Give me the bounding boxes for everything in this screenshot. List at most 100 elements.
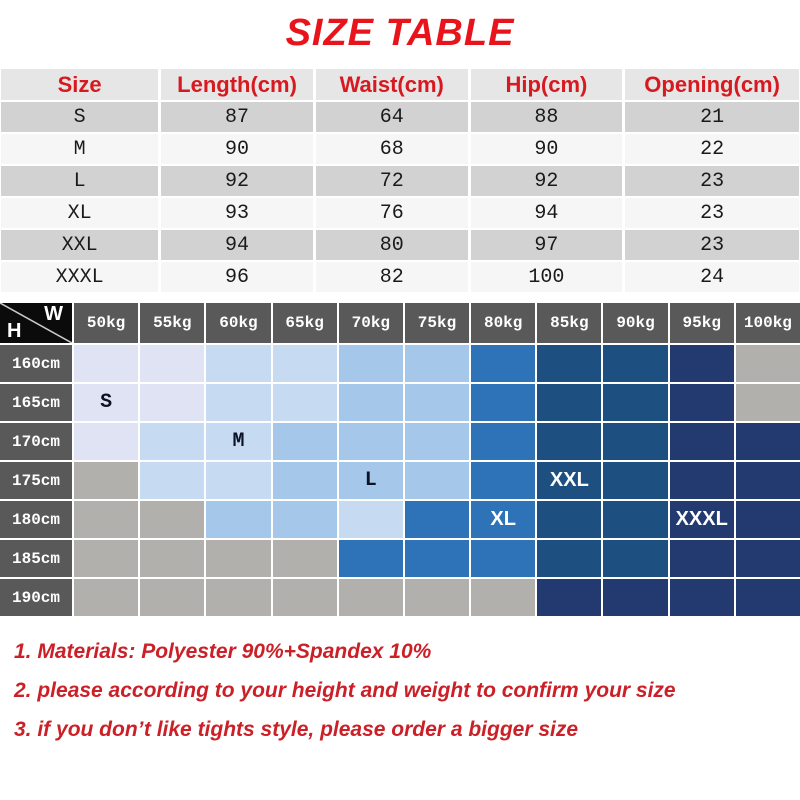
height-header-cell: 165cm [0,384,72,421]
chart-size-label-cell: L [338,462,403,499]
weight-header-cell: 50kg [74,303,139,343]
chart-cell [338,384,403,421]
chart-cell [206,345,271,382]
chart-cell [735,540,800,577]
height-header-cell: 170cm [0,423,72,460]
chart-size-label-cell: XL [471,501,536,538]
weight-axis-label: W [44,303,63,325]
size-table-cell: 97 [470,230,623,260]
chart-cell [272,462,337,499]
chart-cell [669,384,734,421]
size-table-cell: 68 [315,134,468,164]
size-table-row: XXXL 96 82 100 24 [1,262,799,292]
size-table-cell: 23 [625,198,799,228]
chart-cell [272,345,337,382]
chart-cell [272,501,337,538]
chart-cell [404,345,470,382]
chart-cell [140,345,205,382]
chart-cell [603,501,668,538]
chart-cell [140,462,205,499]
chart-cell [537,540,602,577]
chart-cell [74,579,139,616]
size-column-header: Waist(cm) [315,69,468,100]
size-table-cell: 94 [161,230,313,260]
chart-cell [272,540,337,577]
size-column-header: Length(cm) [161,69,313,100]
chart-cell [471,462,536,499]
chart-cell [669,423,734,460]
chart-cell [404,540,470,577]
chart-cell [471,540,536,577]
chart-cell [603,540,668,577]
size-table-cell: 96 [161,262,313,292]
size-table-cell: 92 [161,166,313,196]
chart-cell [471,423,536,460]
height-header-cell: 180cm [0,501,72,538]
chart-cell [669,579,734,616]
chart-cell [206,462,271,499]
chart-cell [74,345,139,382]
chart-cell [140,540,205,577]
size-table-cell: 82 [315,262,468,292]
chart-cell [338,345,403,382]
size-table-cell: 87 [161,102,313,132]
size-table-cell: L [1,166,159,196]
chart-cell [206,540,271,577]
chart-cell [735,579,800,616]
chart-cell [537,579,602,616]
chart-cell [471,579,536,616]
chart-size-label-cell: S [74,384,139,421]
weight-header-cell: 60kg [206,303,271,343]
weight-header-cell: 80kg [471,303,536,343]
chart-cell [140,384,205,421]
chart-cell [735,462,800,499]
chart-cell [669,345,734,382]
chart-cell [74,540,139,577]
height-header-cell: 190cm [0,579,72,616]
chart-cell [669,540,734,577]
chart-size-label-cell: XXXL [669,501,734,538]
chart-cell [537,423,602,460]
size-table-row: L 92 72 92 23 [1,166,799,196]
weight-header-cell: 55kg [140,303,205,343]
chart-cell [669,462,734,499]
weight-header-cell: 90kg [603,303,668,343]
size-table-cell: 90 [161,134,313,164]
chart-cell [603,579,668,616]
chart-size-label-cell: M [206,423,271,460]
chart-cell [338,423,403,460]
size-table-cell: XXXL [1,262,159,292]
chart-cell [272,579,337,616]
size-table-cell: 80 [315,230,468,260]
size-table-cell: 93 [161,198,313,228]
size-table-cell: XXL [1,230,159,260]
height-header-cell: 160cm [0,345,72,382]
weight-header-cell: 85kg [537,303,602,343]
chart-cell [603,462,668,499]
size-column-header: Hip(cm) [470,69,623,100]
note-line: 2. please according to your height and w… [14,679,676,702]
size-table-cell: 90 [470,134,623,164]
chart-cell [404,579,470,616]
weight-header-cell: 70kg [338,303,403,343]
chart-cell [74,462,139,499]
chart-cell [735,384,800,421]
chart-cell [735,345,800,382]
chart-cell [140,423,205,460]
size-table-cell: 88 [470,102,623,132]
size-table-row: M 90 68 90 22 [1,134,799,164]
notes: 1. Materials: Polyester 90%+Spandex 10% 2… [14,640,800,742]
size-table-cell: 72 [315,166,468,196]
chart-cell [735,501,800,538]
size-column-header: Opening(cm) [625,69,799,100]
weight-header-cell: 95kg [669,303,734,343]
chart-cell [603,423,668,460]
chart-size-label-cell: XXL [537,462,602,499]
size-table-cell: 23 [625,166,799,196]
size-table-cell: 23 [625,230,799,260]
chart-cell [404,462,470,499]
chart-cell [140,501,205,538]
size-table-cell: S [1,102,159,132]
chart-cell [603,384,668,421]
